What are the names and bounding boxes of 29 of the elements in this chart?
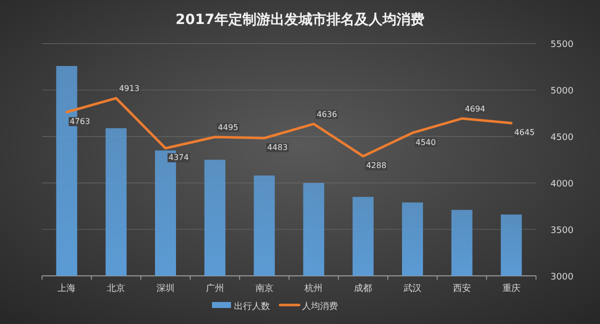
- data-label: 4645: [514, 128, 535, 138]
- x-tick-label: 西安: [452, 282, 471, 294]
- data-label: 4374: [168, 153, 189, 162]
- y2-tick-label: 4500: [550, 133, 574, 144]
- y2-tick-label: 4000: [550, 179, 574, 190]
- y2-tick-label: 3500: [550, 226, 574, 236]
- data-label: 4694: [464, 104, 486, 114]
- y2-tick-label: 5500: [550, 40, 574, 50]
- data-label: 4483: [267, 143, 288, 152]
- x-tick-label: 南京: [255, 282, 274, 294]
- chart-title: 2017年定制游出发城市排名及人均消费: [176, 11, 424, 28]
- x-tick-label: 武汉: [404, 282, 422, 294]
- x-tick-label: 杭州: [304, 282, 323, 294]
- data-label: 4288: [366, 161, 386, 170]
- data-label: 4636: [316, 110, 338, 119]
- x-tick-label: 重庆: [502, 282, 520, 294]
- x-tick-label: 上海: [58, 282, 76, 294]
- data-label: 4540: [416, 138, 436, 147]
- data-label: 4913: [119, 84, 140, 94]
- x-tick-label: 广州: [206, 282, 224, 294]
- data-label: 4495: [218, 123, 238, 132]
- legend-label: 人均消费: [302, 301, 338, 312]
- y2-tick-label: 3000: [550, 272, 574, 282]
- y2-tick-label: 5000: [550, 86, 574, 97]
- data-label: 4763: [70, 117, 90, 126]
- x-tick-label: 深圳: [156, 282, 174, 294]
- legend-label: 出行人数: [234, 301, 270, 312]
- x-tick-label: 北京: [107, 282, 126, 294]
- x-tick-label: 成都: [354, 282, 372, 294]
